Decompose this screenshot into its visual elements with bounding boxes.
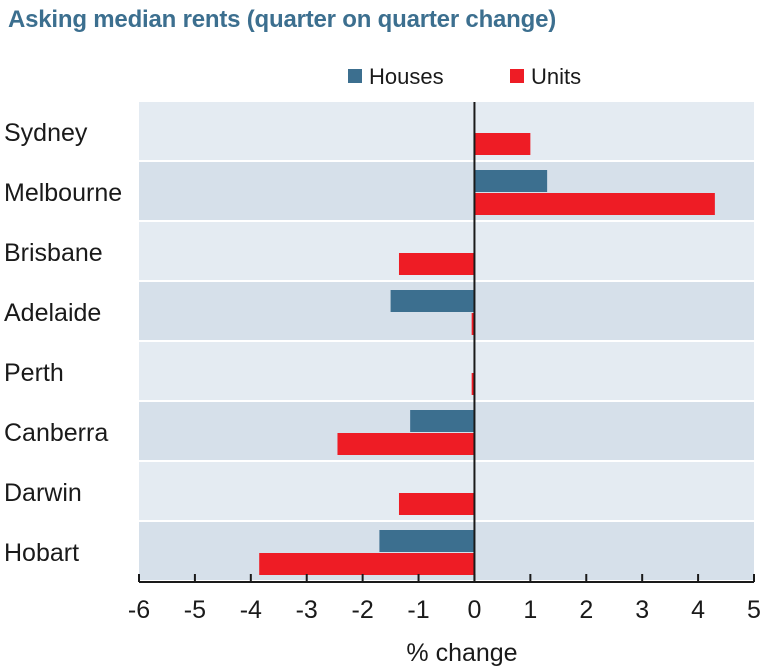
bars [259,133,715,575]
bar-units-sydney [474,133,531,155]
x-tick-label: -5 [184,596,206,624]
category-label: Darwin [4,479,82,507]
bar-houses-melbourne [474,170,548,192]
x-tick-label: -6 [128,596,150,624]
category-label: Melbourne [4,179,122,207]
x-tick-label: 4 [691,596,705,624]
bar-units-brisbane [398,253,475,275]
category-labels: Sydney Melbourne Brisbane Adelaide Perth Canb… [4,119,122,567]
bar-units-darwin [398,493,475,515]
x-tick-label: -2 [352,596,374,624]
category-band [139,102,754,160]
x-tick-label: 1 [523,596,537,624]
x-axis-label: % change [406,639,517,667]
legend: Houses Units [348,64,581,89]
legend-swatch-houses [348,69,362,83]
legend-label-houses: Houses [369,64,444,89]
bar-houses-adelaide [390,290,475,312]
bar-units-canberra [337,433,475,455]
x-tick-label: -4 [240,596,262,624]
category-label: Canberra [4,419,108,447]
category-label: Brisbane [4,239,103,267]
legend-swatch-units [510,69,524,83]
x-axis: -6 -5 -4 -3 -2 -1 0 1 2 3 4 5 [128,102,761,624]
bar-houses-canberra [410,410,475,432]
category-label: Perth [4,359,64,387]
x-tick-label: 0 [468,596,482,624]
legend-label-units: Units [531,64,581,89]
category-label: Sydney [4,119,88,147]
x-tick-label: 5 [747,596,761,624]
category-label: Hobart [4,539,79,567]
bar-houses-hobart [379,530,475,552]
x-tick-label: -1 [407,596,429,624]
x-tick-label: -3 [296,596,318,624]
category-band [139,342,754,400]
bar-units-adelaide [471,313,475,335]
category-label: Adelaide [4,299,101,327]
chart-title: Asking median rents (quarter on quarter … [8,6,557,33]
bar-units-hobart [259,553,475,575]
x-tick-label: 3 [635,596,649,624]
x-tick-label: 2 [579,596,593,624]
bar-units-melbourne [474,193,715,215]
bar-units-perth [471,373,475,395]
